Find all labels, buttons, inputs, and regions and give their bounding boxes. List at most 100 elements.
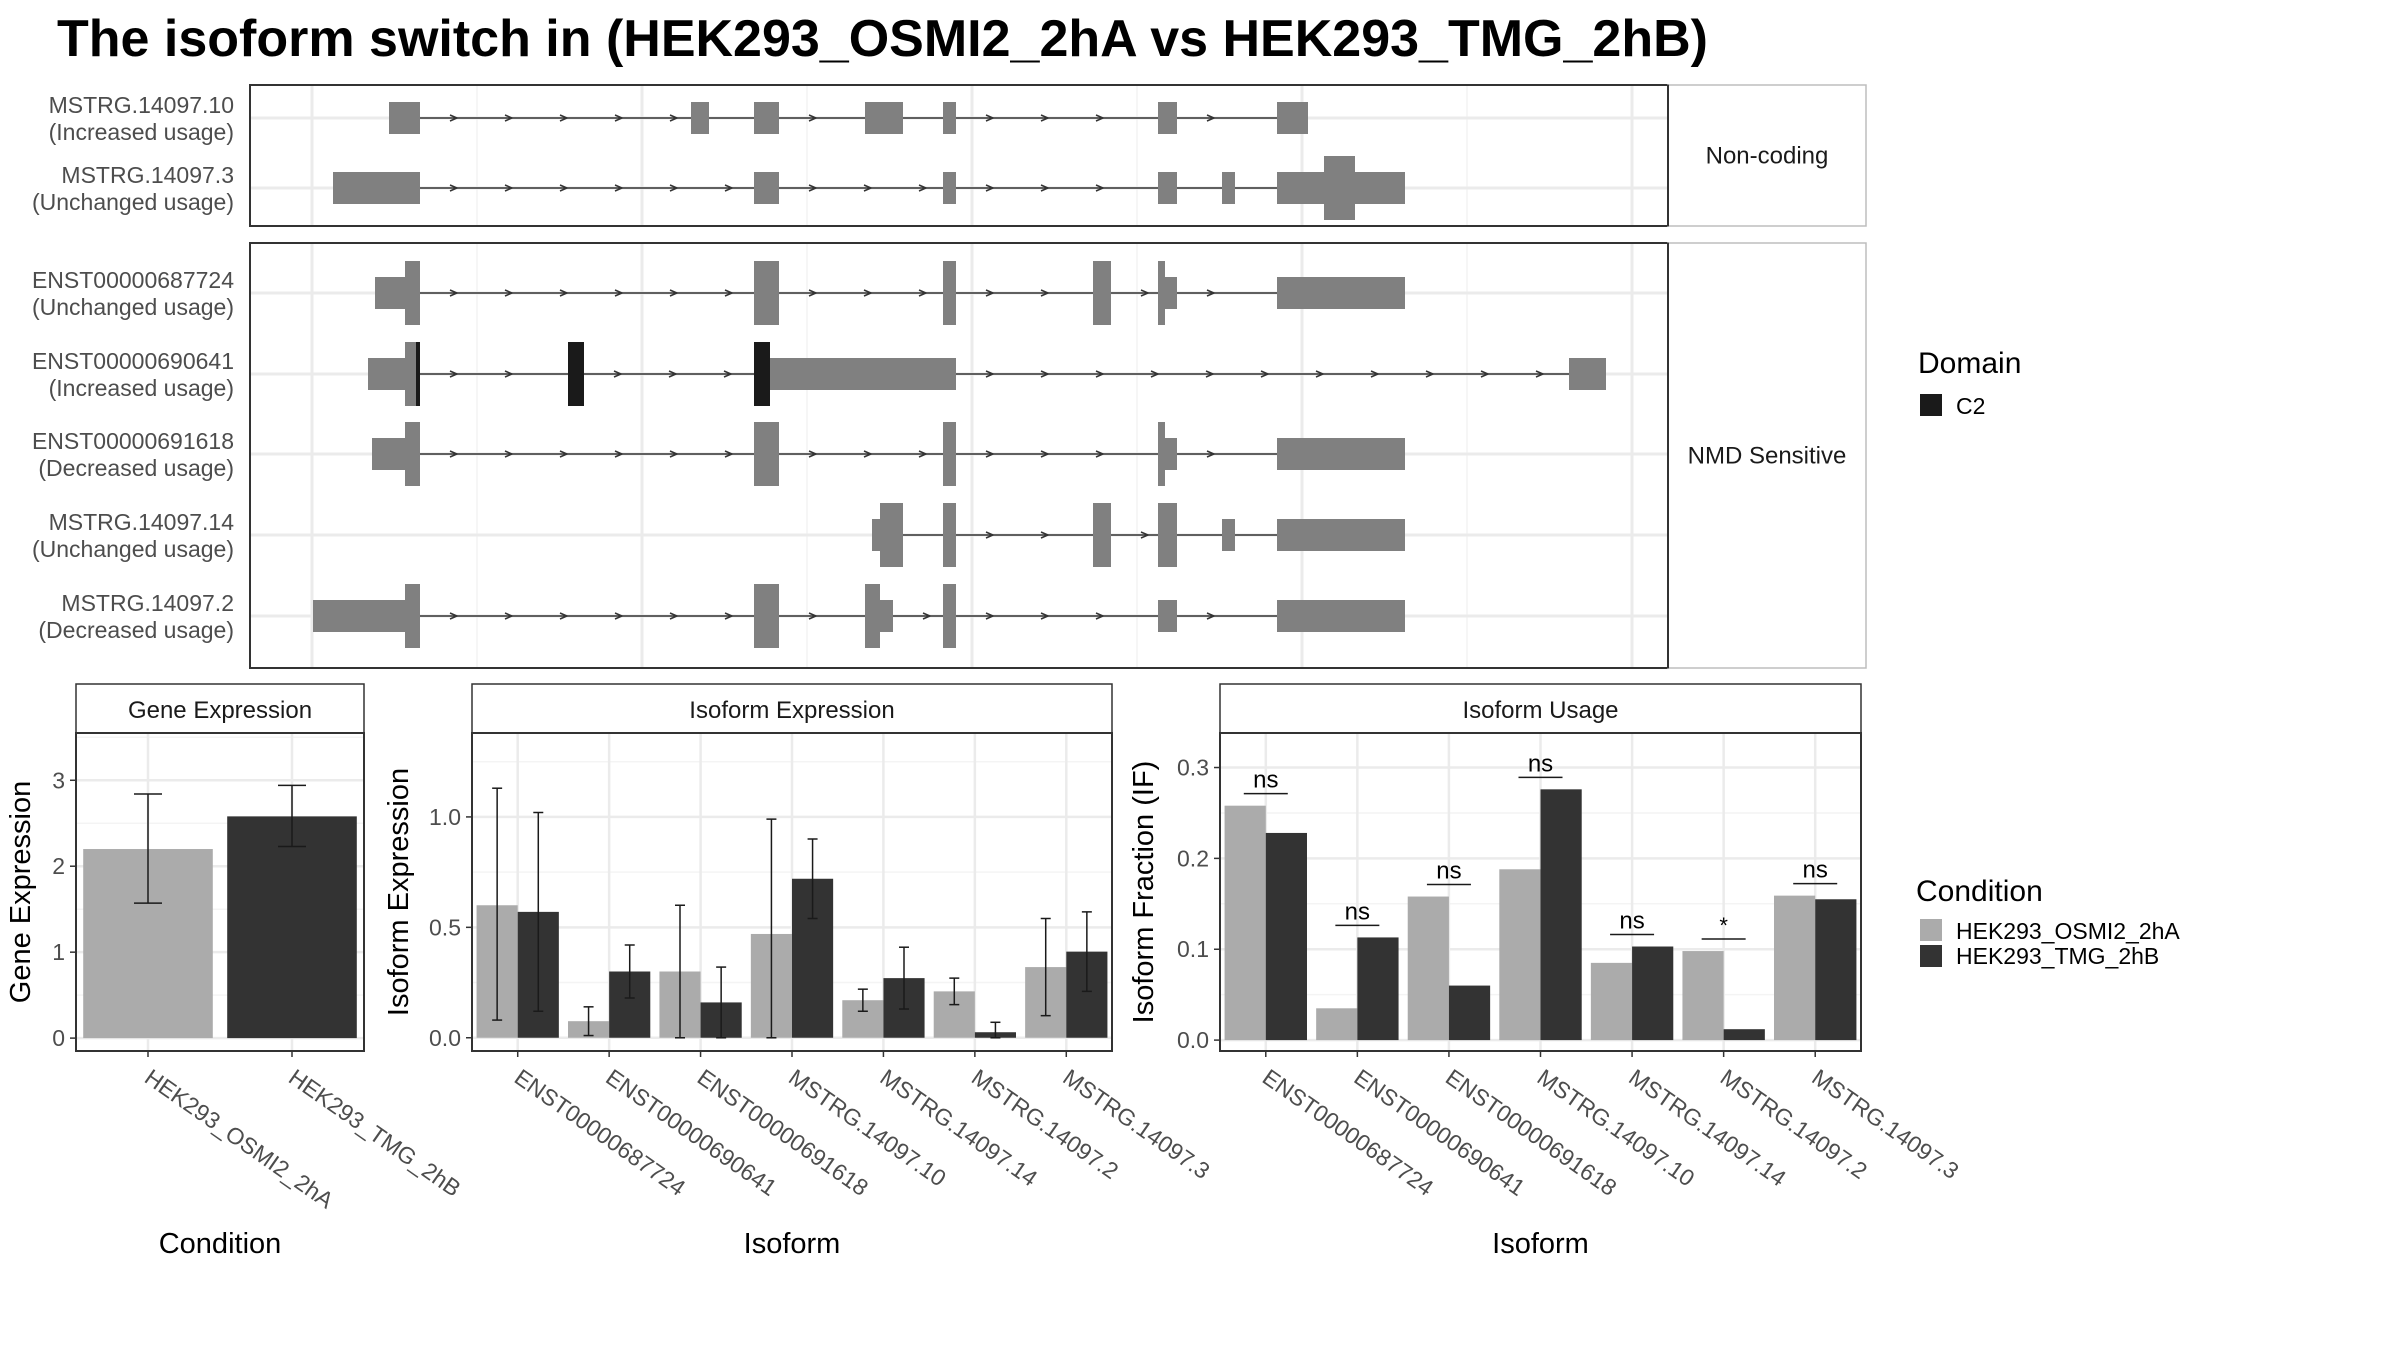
x-tick-label: MSTRG.14097.3 — [1807, 1064, 1963, 1184]
bar-ENST00000690641-HEK293_TMG_2hB — [1357, 937, 1399, 1041]
bar-ENST00000687724-HEK293_TMG_2hB — [1265, 832, 1307, 1041]
y-tick-label: 0.0 — [429, 1025, 461, 1051]
significance-label: ns — [1528, 750, 1553, 777]
intron-arrow — [1480, 370, 1490, 378]
intron-arrow — [614, 612, 624, 620]
exon — [804, 358, 956, 390]
exon — [1569, 358, 1606, 390]
y-tick-label: 0.5 — [429, 914, 461, 940]
intron-arrow — [724, 450, 734, 458]
intron-arrow — [614, 289, 624, 297]
intron-arrow — [985, 531, 995, 539]
y-tick-label: 2 — [52, 853, 65, 879]
significance-label: ns — [1345, 898, 1370, 925]
intron-arrow — [724, 184, 734, 192]
exon — [1158, 172, 1177, 204]
exon — [1093, 261, 1111, 325]
y-tick-label: 1 — [52, 939, 65, 965]
intron-arrow — [449, 184, 459, 192]
intron-arrow — [1140, 531, 1150, 539]
intron-arrow — [985, 450, 995, 458]
y-tick-label: 1.0 — [429, 804, 461, 830]
exon — [943, 584, 956, 648]
x-tick-label: MSTRG.14097.10 — [784, 1064, 951, 1192]
intron-arrow — [504, 370, 514, 378]
bar-MSTRG.14097.2-HEK293_TMG_2hB — [1723, 1029, 1765, 1041]
exon — [1158, 422, 1165, 486]
exon — [1277, 600, 1405, 632]
intron-arrow — [724, 289, 734, 297]
x-axis-label: Condition — [159, 1228, 282, 1260]
exon — [1324, 156, 1355, 220]
exon — [1277, 438, 1405, 470]
intron-arrow — [808, 114, 818, 122]
intron-arrow — [1095, 370, 1105, 378]
chart-strip — [1219, 683, 1862, 734]
intron-arrow — [1095, 612, 1105, 620]
bar-MSTRG.14097.10-HEK293_OSMI2_2hA — [1499, 869, 1541, 1041]
transcript-usage-label: (Decreased usage) — [38, 455, 234, 481]
intron-arrow — [504, 289, 514, 297]
x-tick-label: MSTRG.14097.14 — [876, 1064, 1043, 1192]
intron-arrow — [559, 289, 569, 297]
exon — [1093, 503, 1111, 567]
intron-arrow — [808, 184, 818, 192]
exon — [880, 503, 903, 567]
intron-arrow — [1140, 289, 1150, 297]
intron-arrow — [1425, 370, 1435, 378]
intron-arrow — [449, 370, 459, 378]
intron-arrow — [559, 114, 569, 122]
exon — [865, 584, 880, 648]
intron-arrow — [1205, 370, 1215, 378]
intron-arrow — [449, 450, 459, 458]
intron-arrow — [559, 450, 569, 458]
exon — [754, 422, 779, 486]
domain-legend: Domain C2 — [1918, 347, 2021, 419]
intron-arrow — [614, 184, 624, 192]
intron-arrow — [669, 289, 679, 297]
exon — [943, 422, 956, 486]
x-axis-label: Isoform — [744, 1228, 841, 1260]
transcript-id-label: MSTRG.14097.2 — [61, 590, 234, 616]
significance-label: ns — [1436, 858, 1461, 885]
significance-label: * — [1719, 913, 1728, 938]
bar-MSTRG.14097.14-HEK293_OSMI2_2hA — [1590, 962, 1633, 1041]
exon — [1158, 261, 1165, 325]
exon — [1222, 519, 1235, 551]
intron-arrow — [1040, 114, 1050, 122]
intron-arrow — [808, 289, 818, 297]
intron-arrow — [863, 184, 873, 192]
exon — [1277, 519, 1405, 551]
x-tick-label: ENST00000691618 — [693, 1064, 873, 1201]
intron-arrow — [559, 184, 569, 192]
exon — [1165, 277, 1177, 309]
bar-MSTRG.14097.2-HEK293_OSMI2_2hA — [1682, 951, 1724, 1041]
intron-arrow — [669, 612, 679, 620]
exon — [1158, 102, 1177, 134]
intron-arrow — [723, 370, 733, 378]
transcript-ENST00000691618: ENST00000691618(Decreased usage) — [32, 422, 1405, 486]
exon — [1277, 277, 1405, 309]
intron-arrow — [918, 289, 928, 297]
intron-arrow — [504, 612, 514, 620]
intron-arrow — [1206, 450, 1216, 458]
exon — [943, 172, 956, 204]
intron-arrow — [985, 289, 995, 297]
intron-arrow — [1040, 289, 1050, 297]
intron-arrow — [613, 370, 623, 378]
exon — [872, 519, 880, 551]
structure-panel-0 — [249, 84, 1669, 227]
intron-arrow — [863, 450, 873, 458]
intron-arrow — [808, 612, 818, 620]
transcript-ENST00000687724: ENST00000687724(Unchanged usage) — [32, 261, 1405, 325]
significance-label: ns — [1253, 767, 1278, 794]
y-tick-label: 0.1 — [1177, 936, 1209, 962]
condition-legend-label-b: HEK293_TMG_2hB — [1956, 943, 2159, 969]
isoform-expression-chart: Isoform Expression 0.0 0.5 1.0 ENST000006877… — [383, 683, 1215, 1260]
chart-strip — [471, 683, 1113, 734]
bar-ENST00000690641-HEK293_OSMI2_2hA — [1316, 1008, 1358, 1041]
exon — [880, 600, 893, 632]
structure-strip-0 — [1667, 84, 1867, 227]
